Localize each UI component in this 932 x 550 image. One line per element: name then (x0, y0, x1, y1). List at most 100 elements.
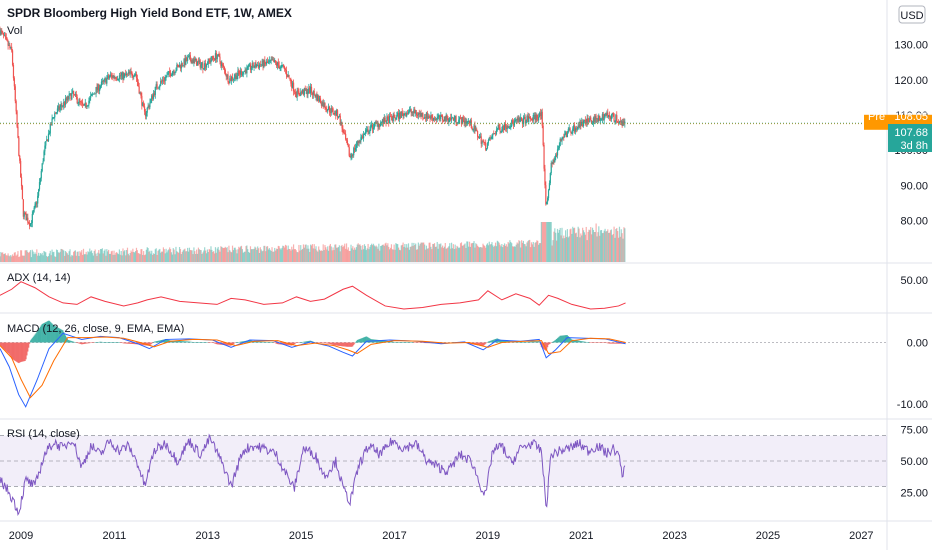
volume-bar (223, 247, 226, 262)
price-candle (514, 119, 516, 122)
price-candle (180, 63, 182, 69)
volume-bar (47, 255, 50, 262)
price-candle (414, 109, 416, 114)
price-candle (105, 78, 107, 84)
price-candle (116, 78, 118, 80)
volume-bar (477, 245, 479, 262)
volume-bar (233, 247, 235, 262)
volume-bar (138, 253, 140, 262)
price-candle (529, 117, 532, 120)
volume-bar (109, 253, 112, 262)
volume-bar (327, 250, 330, 262)
macd-histogram-bar (342, 342, 344, 347)
price-candle (340, 122, 342, 125)
price-candle (82, 104, 85, 106)
volume-bar (380, 246, 382, 262)
price-candle (570, 131, 572, 134)
volume-label: Vol (7, 25, 22, 37)
currency-button[interactable]: USD (898, 5, 926, 24)
price-candle (277, 62, 279, 66)
volume-bar (87, 251, 89, 262)
volume-bar (311, 244, 314, 262)
price-candle (402, 113, 404, 116)
price-candle (53, 117, 55, 119)
price-candle (63, 101, 65, 106)
price-candle (72, 90, 74, 93)
macd-histogram-bar (131, 342, 133, 344)
volume-bar (91, 253, 94, 262)
price-candle (321, 102, 323, 106)
price-candle (224, 69, 226, 75)
price-candle (452, 117, 454, 121)
price-candle (458, 119, 460, 123)
price-candle (617, 121, 620, 123)
macd-histogram-bar (604, 342, 606, 343)
macd-histogram-bar (607, 342, 609, 344)
volume-bar (351, 248, 353, 262)
volume-bar (273, 251, 275, 262)
volume-bar (260, 249, 262, 262)
volume-bar (237, 249, 239, 262)
volume-bar (518, 240, 520, 262)
price-candle (348, 147, 350, 156)
price-candle (95, 87, 97, 95)
price-candle (616, 115, 618, 122)
volume-bar (521, 240, 523, 262)
macd-histogram-bar (166, 339, 168, 343)
price-candle (276, 62, 279, 66)
macd-histogram-bar (378, 340, 380, 343)
price-candle (530, 119, 533, 120)
price-candle (381, 119, 384, 123)
price-candle (311, 92, 314, 95)
price-candle (200, 64, 202, 68)
macd-histogram-bar (581, 341, 583, 343)
price-candle (394, 117, 396, 119)
volume-bar (453, 249, 455, 262)
volume-bar (282, 245, 284, 262)
macd-histogram-bar (223, 342, 226, 346)
volume-bar (371, 245, 374, 262)
macd-histogram-bar (99, 341, 102, 343)
volume-bar (198, 249, 200, 262)
macd-histogram-bar (294, 342, 296, 344)
volume-bar (617, 231, 619, 262)
macd-histogram-bar (67, 339, 69, 343)
macd-histogram-bar (181, 341, 183, 343)
price-candle (441, 114, 443, 117)
volume-bar (119, 254, 121, 262)
macd-histogram-bar (49, 321, 51, 343)
volume-bar (146, 247, 148, 262)
volume-bar (257, 246, 259, 262)
price-pane[interactable] (0, 26, 887, 262)
price-candle (525, 120, 527, 124)
volume-bar (507, 241, 509, 262)
macd-histogram-bar (190, 341, 192, 343)
volume-bar (497, 241, 499, 262)
volume-bar (315, 246, 317, 262)
volume-bar (391, 249, 393, 262)
volume-bar (574, 233, 577, 262)
price-candle (244, 69, 246, 72)
macd-histogram-bar (331, 342, 333, 345)
macd-histogram-bar (521, 342, 523, 343)
volume-bar (11, 254, 14, 262)
adx-pane[interactable] (0, 281, 626, 310)
macd-histogram-bar (542, 342, 544, 349)
volume-bar (297, 252, 299, 262)
macd-histogram-bar (199, 342, 201, 343)
price-candle (263, 60, 265, 68)
price-candle (213, 58, 216, 61)
price-candle (496, 128, 498, 130)
volume-bar (314, 248, 316, 262)
macd-pane[interactable] (0, 320, 887, 408)
price-candle (485, 142, 487, 150)
macd-histogram-bar (365, 336, 367, 343)
volume-bar (409, 246, 411, 262)
macd-histogram-bar (3, 342, 6, 350)
rsi-pane[interactable] (0, 433, 887, 517)
price-candle (238, 70, 240, 74)
price-candle (442, 116, 444, 121)
volume-bar (304, 244, 306, 262)
volume-bar (423, 242, 425, 262)
price-candle (365, 129, 367, 132)
